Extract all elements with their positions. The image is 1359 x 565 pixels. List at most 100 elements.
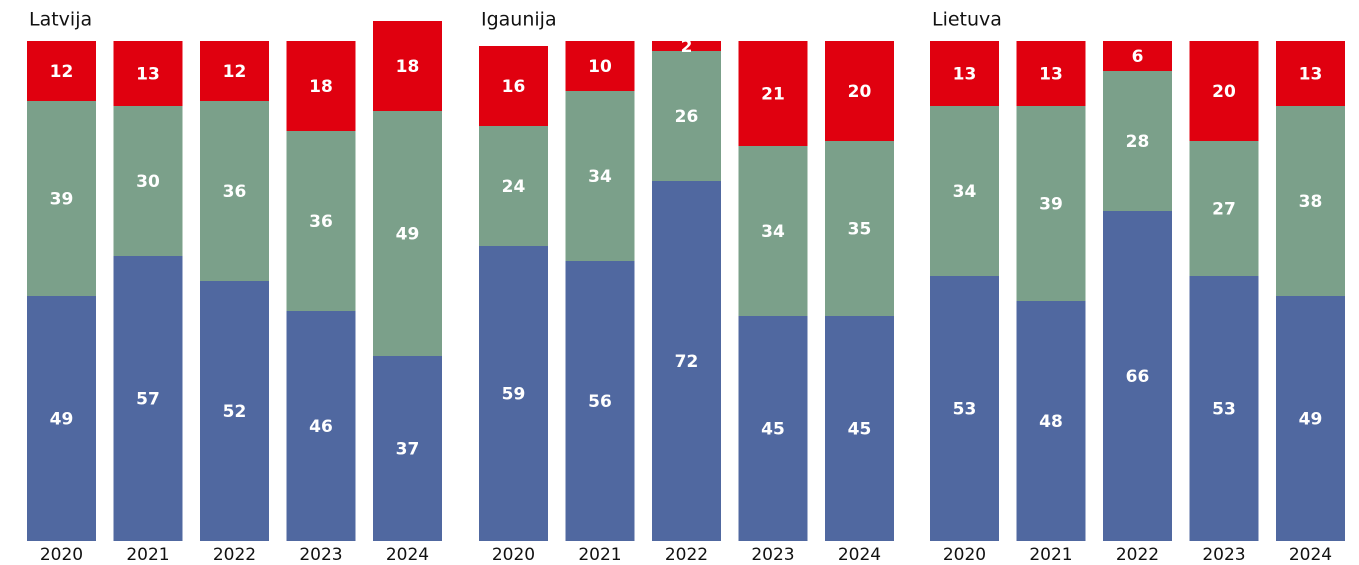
x-tick-label: 2024 (838, 545, 881, 565)
data-label: 20 (848, 82, 872, 102)
data-label: 45 (848, 420, 872, 440)
bar-segment (200, 281, 269, 541)
bar-segment (1103, 71, 1172, 211)
x-tick-label: 2024 (1289, 545, 1332, 565)
data-label: 30 (136, 172, 160, 192)
data-label: 34 (761, 222, 785, 242)
bar-segment (565, 41, 635, 91)
data-label: 49 (396, 225, 420, 245)
data-label: 20 (1212, 82, 1236, 102)
bar-segment (825, 141, 894, 316)
bar-segment (373, 21, 442, 111)
bar-segment (1103, 41, 1172, 71)
data-label: 34 (588, 167, 612, 187)
bar-segment (113, 256, 183, 541)
x-tick-label: 2020 (943, 545, 986, 565)
data-label: 49 (1299, 410, 1323, 430)
x-tick-label: 2023 (751, 545, 794, 565)
data-label: 16 (502, 77, 526, 97)
x-tick-label: 2022 (213, 545, 256, 565)
data-label: 52 (223, 402, 247, 422)
data-label: 27 (1212, 200, 1236, 220)
data-label: 53 (953, 400, 977, 420)
bar-segment (200, 41, 269, 101)
x-tick-label: 2022 (665, 545, 708, 565)
data-label: 57 (136, 390, 160, 410)
bar-segment (1189, 41, 1259, 141)
data-label: 72 (675, 352, 699, 372)
data-label: 49 (50, 410, 74, 430)
bar-segment (930, 41, 999, 106)
data-label: 26 (675, 107, 699, 127)
bar-segment (113, 106, 183, 256)
data-label: 24 (502, 177, 526, 197)
data-label: 59 (502, 385, 526, 405)
data-label: 13 (1039, 65, 1063, 85)
data-label: 36 (223, 182, 247, 202)
data-label: 46 (309, 417, 333, 437)
bar-segment (738, 316, 808, 541)
data-label: 34 (953, 182, 977, 202)
bar-segment (479, 126, 548, 246)
data-label: 10 (588, 57, 612, 77)
data-label: 6 (1132, 47, 1144, 67)
bar-segment (1189, 276, 1259, 541)
data-label: 18 (309, 77, 333, 97)
bar-segment (652, 41, 721, 51)
bar-segment (286, 311, 356, 541)
bar-segment (738, 41, 808, 146)
bar-segment (286, 41, 356, 131)
bar-segment (27, 296, 96, 541)
data-label: 13 (1299, 65, 1323, 85)
data-label: 48 (1039, 412, 1063, 432)
data-label: 13 (953, 65, 977, 85)
bar-segment (652, 181, 721, 541)
bar-segment (27, 101, 96, 296)
data-label: 28 (1126, 132, 1150, 152)
bar-segment (479, 46, 548, 126)
data-label: 66 (1126, 367, 1150, 387)
data-label: 13 (136, 65, 160, 85)
panel-title: Lietuva (932, 9, 1002, 31)
panel-title: Latvija (29, 9, 92, 31)
bar-segment (286, 131, 356, 311)
bar-segment (1189, 141, 1259, 276)
bar-segment (1016, 301, 1086, 541)
bar-segment (738, 146, 808, 316)
data-label: 12 (223, 62, 247, 82)
x-tick-label: 2021 (578, 545, 621, 565)
bar-segment (1276, 296, 1345, 541)
bar-segment (113, 41, 183, 106)
x-tick-label: 2021 (126, 545, 169, 565)
data-label: 56 (588, 392, 612, 412)
bar-segment (652, 51, 721, 181)
x-tick-label: 2024 (386, 545, 429, 565)
x-tick-label: 2020 (492, 545, 535, 565)
x-tick-label: 2021 (1029, 545, 1072, 565)
data-label: 21 (761, 85, 785, 105)
data-label: 2 (681, 37, 693, 57)
x-tick-label: 2023 (1202, 545, 1245, 565)
data-label: 18 (396, 57, 420, 77)
x-tick-label: 2022 (1116, 545, 1159, 565)
bar-segment (565, 91, 635, 261)
bar-segment (565, 261, 635, 541)
data-label: 45 (761, 420, 785, 440)
bar-segment (1016, 41, 1086, 106)
data-label: 36 (309, 212, 333, 232)
bar-segment (930, 276, 999, 541)
bar-segment (479, 246, 548, 541)
data-label: 39 (50, 190, 74, 210)
bar-segment (825, 41, 894, 141)
data-label: 12 (50, 62, 74, 82)
data-label: 35 (848, 220, 872, 240)
bar-segment (1103, 211, 1172, 541)
x-tick-label: 2023 (299, 545, 342, 565)
data-label: 38 (1299, 192, 1323, 212)
bar-segment (930, 106, 999, 276)
bar-segment (373, 111, 442, 356)
data-label: 53 (1212, 400, 1236, 420)
bar-segment (1276, 41, 1345, 106)
bar-segment (1016, 106, 1086, 301)
